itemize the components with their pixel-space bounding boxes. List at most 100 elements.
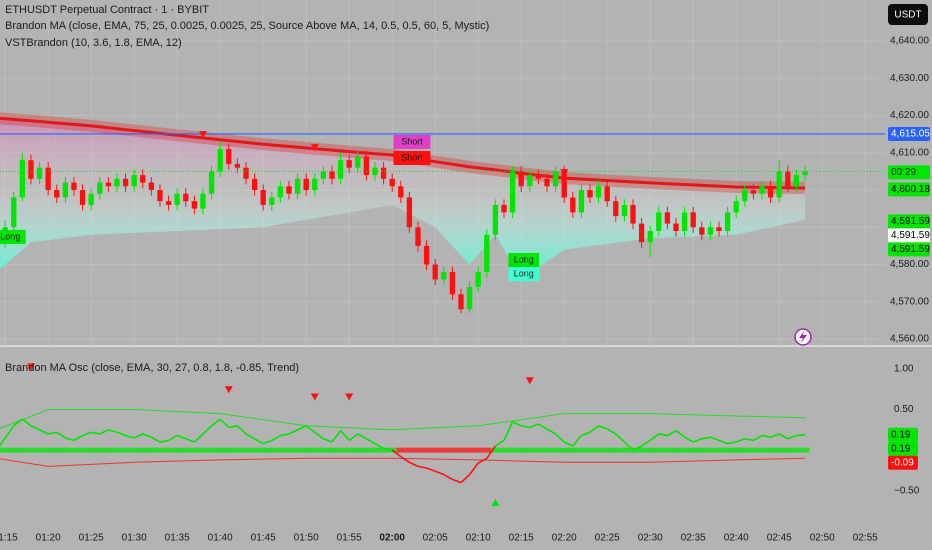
signal-marker (345, 393, 354, 401)
candle-body (449, 271, 456, 295)
x-tick-label: 01:25 (79, 533, 104, 544)
indicator-title: VSTBrandon (10, 3.6, 1.8, EMA, 12) (5, 37, 182, 49)
lightning-icon[interactable] (794, 328, 812, 346)
ma-line (0, 116, 806, 190)
candle-body (630, 204, 636, 224)
y-tick-label: 1.00 (894, 364, 914, 375)
candle-body (131, 175, 137, 187)
candle-body (337, 160, 344, 179)
y-tick-label: 4,560.00 (890, 334, 929, 345)
x-tick-label: 01:20 (36, 533, 61, 544)
y-tick-label: 4,570.00 (890, 296, 929, 307)
candle-body (97, 182, 103, 194)
countdown-box (888, 165, 930, 180)
currency-button-label[interactable]: USDT (894, 10, 921, 21)
oscillator-segment (426, 467, 436, 473)
candle-body (88, 193, 94, 205)
oscillator-segment (314, 431, 324, 440)
oscillator-segment (667, 429, 677, 437)
candle-body (251, 178, 258, 191)
candle-body (552, 171, 559, 187)
oscillator-segment (718, 439, 728, 445)
oscillator-segment (727, 441, 737, 445)
candle-body (561, 171, 567, 198)
signal-label-box (508, 267, 540, 282)
price-tag-label: 4,591.59 (891, 216, 930, 227)
candle-body (664, 212, 671, 224)
signal-label-box (0, 229, 26, 244)
oscillator-segment (254, 438, 264, 445)
y-tick-label: 0.50 (894, 404, 914, 415)
price-tag-label: 4,600.18 (891, 184, 930, 195)
oscillator-segment (710, 436, 720, 442)
signal-marker (310, 393, 319, 401)
oscillator-segment (494, 439, 505, 447)
candle-body (36, 167, 43, 179)
y-tick-label: 4,580.00 (890, 259, 929, 270)
oscillator-segment (323, 438, 333, 443)
price-tag-label: 4,615.05 (891, 129, 930, 140)
candle-body (191, 201, 198, 209)
oscillator-segment (4, 425, 15, 439)
candle-body (406, 197, 413, 228)
signal-marker (491, 498, 500, 506)
oscillator-segment (521, 424, 530, 429)
oscillator-pane (0, 363, 810, 506)
candle-body (604, 186, 610, 202)
x-tick-label: 01:50 (294, 533, 319, 544)
currency-button[interactable] (888, 4, 928, 25)
candle-body (793, 175, 800, 187)
indicator-title: Brandon MA (close, EMA, 75, 25, 0.0025, … (5, 20, 489, 32)
oscillator-segment (56, 431, 66, 439)
oscillator-segment (735, 438, 746, 443)
signal-label: Short (401, 136, 423, 146)
candle-body (183, 193, 189, 202)
candle-body (260, 190, 266, 205)
oscillator-segment (348, 433, 359, 442)
oscillator-segment (357, 433, 367, 440)
candle-body (174, 193, 180, 205)
price-tag-label: 4,591.59 (891, 244, 930, 255)
icon-bolt[interactable] (799, 331, 807, 343)
oscillator-segment (409, 461, 419, 468)
oscillator-segment (305, 425, 316, 433)
candle-body (269, 197, 275, 205)
candle-body (243, 167, 249, 179)
oscillator-segment (245, 433, 255, 440)
oscillator-segment (778, 433, 789, 440)
x-tick-label: 02:55 (853, 533, 878, 544)
signal-marker (525, 377, 534, 385)
x-tick-label: 02:15 (509, 533, 534, 544)
price-tag (888, 242, 930, 257)
signal-marker (26, 363, 35, 371)
candle-body (79, 190, 86, 205)
oscillator-segment (417, 465, 427, 469)
x-tick-label: 02:20 (552, 533, 577, 544)
oscillator-segment (391, 449, 402, 458)
candle-body (527, 175, 533, 187)
oscillator-segment (339, 430, 350, 441)
candle-body (699, 227, 705, 235)
oscillator-segment (91, 431, 100, 435)
candle-body (148, 182, 155, 191)
value-tag-label: -0.09 (891, 457, 914, 468)
candle-body (28, 160, 34, 179)
signal-label-box (393, 134, 431, 149)
axes: 4,560.004,570.004,580.004,590.004,600.00… (0, 36, 930, 544)
oscillator-segment (503, 421, 514, 441)
oscillator-segment (297, 425, 307, 431)
x-tick-label: 02:40 (724, 533, 749, 544)
oscillator-segment (563, 441, 574, 447)
value-tag (888, 441, 918, 456)
candle-body (54, 190, 60, 198)
candle-body (595, 186, 602, 198)
signal-label: Long (514, 254, 534, 264)
y-tick-label: −0.50 (894, 485, 920, 496)
x-tick-label: 01:15 (0, 533, 18, 544)
candle-body (423, 245, 430, 265)
x-tick-label: 01:30 (122, 533, 147, 544)
oscillator-segment (486, 445, 497, 459)
